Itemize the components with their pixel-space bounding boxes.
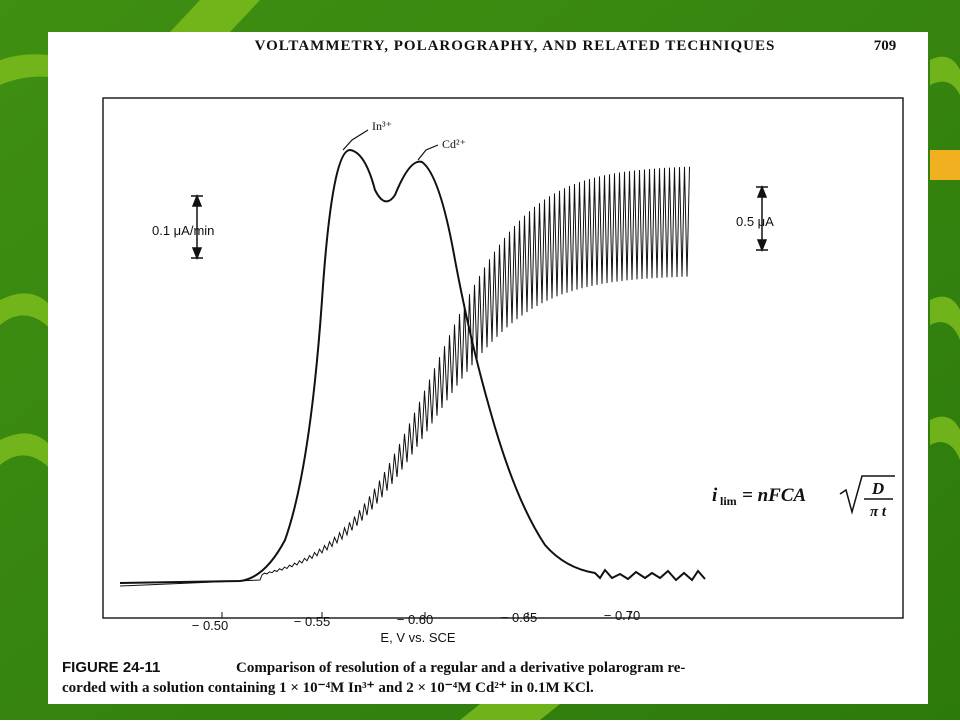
x-axis-label: E, V vs. SCE bbox=[380, 630, 455, 645]
page bbox=[48, 32, 928, 704]
caption-line: Comparison of resolution of a regular an… bbox=[236, 660, 685, 676]
equation-root bbox=[839, 475, 895, 515]
equation-subscript: lim bbox=[720, 494, 737, 508]
decor-tab bbox=[930, 150, 960, 180]
equation: i lim = nFCA D π t bbox=[712, 475, 895, 520]
scale-bar-label: 0.5 μA bbox=[736, 214, 774, 229]
scale-bar-label: 0.1 μA/min bbox=[152, 223, 214, 238]
equation-denominator: π t bbox=[870, 504, 887, 520]
x-tick-label: − 0.50 bbox=[192, 618, 229, 633]
caption-label: FIGURE 24-11 bbox=[62, 659, 160, 676]
page-number: 709 bbox=[874, 38, 897, 54]
x-tick-label: − 0.55 bbox=[294, 614, 331, 629]
figure-frame bbox=[102, 97, 904, 619]
equation-numerator: D bbox=[871, 479, 884, 498]
x-tick-label: − 0.65 bbox=[501, 610, 538, 625]
equation-symbol: i bbox=[712, 485, 718, 506]
caption-line: corded with a solution containing 1 × 10… bbox=[62, 680, 594, 696]
x-ticks bbox=[221, 612, 631, 618]
x-tick-label: − 0.60 bbox=[397, 612, 434, 627]
peak-label: Cd²⁺ bbox=[442, 137, 466, 151]
equation-rhs: = nFCA bbox=[742, 485, 806, 506]
page-header: VOLTAMMETRY, POLAROGRAPHY, AND RELATED T… bbox=[255, 38, 776, 54]
derivative-curve bbox=[119, 148, 706, 584]
peak-pointers bbox=[342, 129, 439, 161]
scale-bar-left bbox=[191, 193, 203, 261]
x-tick-label: − 0.70 bbox=[604, 608, 641, 623]
peak-label: In³⁺ bbox=[372, 119, 392, 133]
scale-bar-right bbox=[756, 184, 768, 253]
polarogram-curve bbox=[119, 166, 690, 587]
